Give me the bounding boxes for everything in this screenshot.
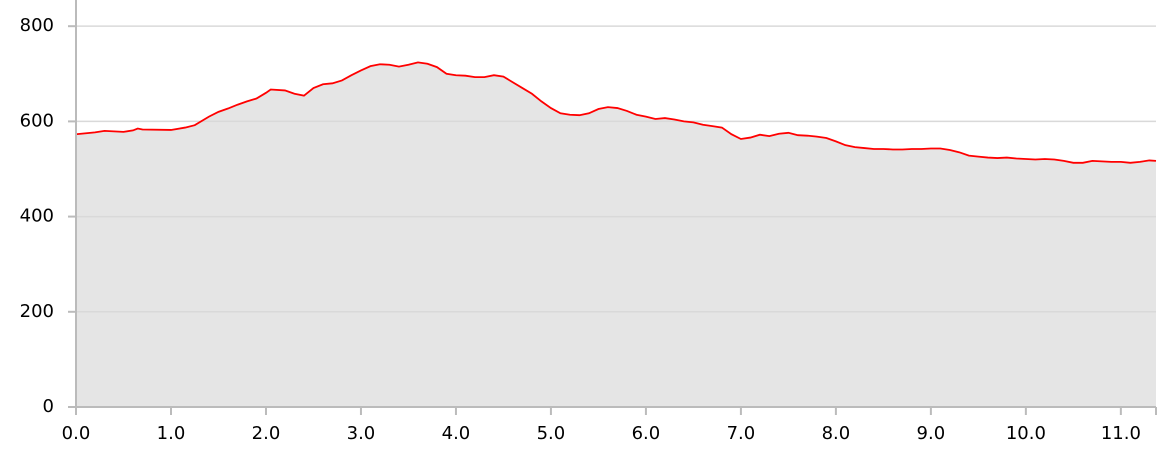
line	[75, 61, 1157, 164]
x-tick-label: 2.0	[252, 423, 281, 444]
y-tick-label: 200	[20, 301, 54, 322]
x-tick-label: 8.0	[822, 423, 851, 444]
x-tick-label: 9.0	[917, 423, 946, 444]
x-tick-label: 0.0	[62, 423, 91, 444]
y-tick-label: 600	[20, 110, 54, 131]
x-tick-label: 7.0	[727, 423, 756, 444]
area	[76, 62, 1156, 407]
x-tick-label: 4.0	[442, 423, 471, 444]
x-tick-label: 11.0	[1101, 423, 1141, 444]
x-tick-label: 6.0	[632, 423, 661, 444]
x-tick-label: 1.0	[157, 423, 186, 444]
y-tick-label: 800	[20, 15, 54, 36]
x-tick-label: 10.0	[1006, 423, 1046, 444]
y-tick-label: 0	[43, 396, 54, 417]
x-tick-label: 3.0	[347, 423, 376, 444]
x-tick-label: 5.0	[537, 423, 566, 444]
y-tick-label: 400	[20, 206, 54, 227]
